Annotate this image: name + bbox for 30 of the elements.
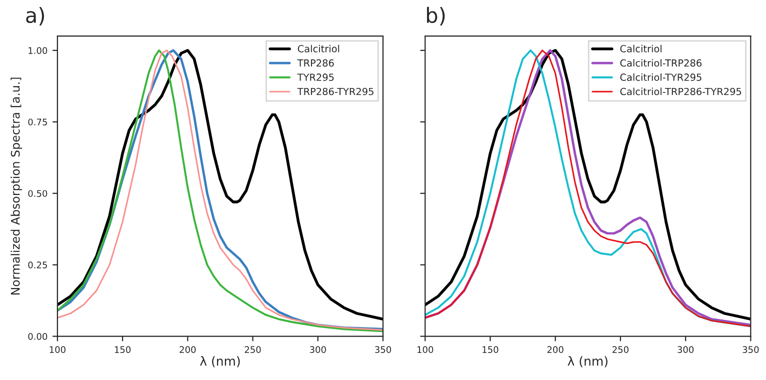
y-tick-label: 0.50 [28,190,48,197]
chart-title: a) [26,6,44,26]
x-tick-label: 100 [418,346,434,354]
legend-label: TYR295 [297,74,334,81]
chart-title: b) [427,6,445,26]
x-tick-label: 200 [547,346,564,354]
x-axis-title: λ (nm) [200,356,240,368]
legend-label: Calcitriol [298,44,340,52]
x-tick-label: 150 [114,346,131,354]
y-axis-title: Normalized Absorption Spectra [a.u.] [10,78,22,295]
x-tick-label: 350 [742,346,759,354]
y-tick-label: 0.00 [28,333,48,340]
legend-label: Calcitriol-TYR295 [620,73,702,81]
legend-label: TRP286-TYR295 [297,88,374,96]
x-tick-label: 250 [244,346,261,354]
x-tick-label: 150 [482,346,498,354]
legend-label: Calcitriol-TRP286-TYR295 [620,88,742,96]
y-tick-label: 0.75 [28,118,47,126]
y-tick-label: 0.25 [28,262,47,268]
legend-label: Calcitriol-TRP286 [620,59,702,67]
x-tick-label: 250 [612,346,628,354]
x-tick-label: 300 [678,346,694,354]
x-tick-label: 350 [375,346,392,354]
x-tick-label: 200 [180,346,196,354]
x-tick-label: 300 [310,346,326,354]
x-tick-label: 100 [50,346,66,354]
legend-label: TRP286 [297,59,334,67]
y-tick-label: 1.00 [28,47,48,54]
x-axis-title: λ (nm) [568,356,608,368]
legend-label: Calcitriol [620,44,662,52]
